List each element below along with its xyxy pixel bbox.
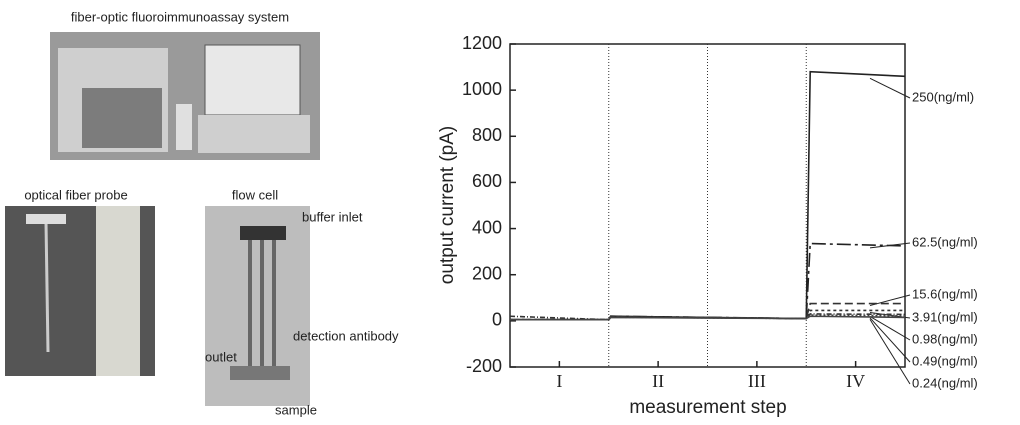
leader-line (869, 294, 911, 307)
cell-bottom (230, 366, 290, 380)
probe-head (26, 214, 66, 224)
photo-caption: outlet (205, 349, 237, 364)
x-tick-label: I (556, 371, 562, 391)
photo-caption: buffer inlet (302, 209, 363, 224)
laptop-screen (204, 44, 301, 116)
y-tick-label: -200 (466, 356, 502, 376)
series-label: 0.49(ng/ml) (912, 353, 978, 368)
leader-line (869, 315, 911, 341)
series-label: 3.91(ng/ml) (912, 309, 978, 324)
photo-caption: flow cell (232, 187, 278, 202)
y-tick-label: 1000 (462, 79, 502, 99)
series-label: 250(ng/ml) (912, 89, 974, 104)
x-tick-label: IV (846, 371, 865, 391)
leader-line (869, 317, 911, 363)
x-tick-label: II (652, 371, 664, 391)
y-axis-title: output current (pA) (437, 126, 458, 284)
y-tick-label: 800 (472, 125, 502, 145)
x-tick-label: III (748, 371, 766, 391)
laptop-base (198, 115, 310, 153)
instrument-door (82, 88, 162, 148)
series-label: 15.6(ng/ml) (912, 286, 978, 301)
x-axis-title: measurement step (629, 397, 786, 418)
y-tick-label: 400 (472, 217, 502, 237)
photo-caption: fiber-optic fluoroimmunoassay system (71, 9, 289, 24)
series-line (510, 70, 906, 321)
series-label: 0.24(ng/ml) (912, 375, 978, 390)
leader-line (869, 319, 911, 385)
series-label: 0.98(ng/ml) (912, 331, 978, 346)
cell-top (240, 226, 286, 240)
ruler (96, 206, 140, 376)
leader-line (869, 242, 911, 249)
photo-caption: detection antibody (293, 328, 399, 343)
photos: fiber-optic fluoroimmunoassay system opt… (5, 9, 399, 417)
series-line (510, 315, 906, 321)
photo-caption: optical fiber probe (24, 187, 127, 202)
series-label: 62.5(ng/ml) (912, 234, 978, 249)
y-tick-label: 200 (472, 263, 502, 283)
photo-caption: sample (275, 402, 317, 417)
y-tick-label: 0 (492, 310, 502, 330)
leader-line (869, 77, 911, 99)
y-tick-label: 600 (472, 171, 502, 191)
y-tick-label: 1200 (462, 33, 502, 53)
series-line (509, 313, 906, 321)
chart: measurement step output current (pA) -20… (437, 33, 978, 418)
bottle (176, 104, 192, 150)
probe (44, 221, 50, 353)
